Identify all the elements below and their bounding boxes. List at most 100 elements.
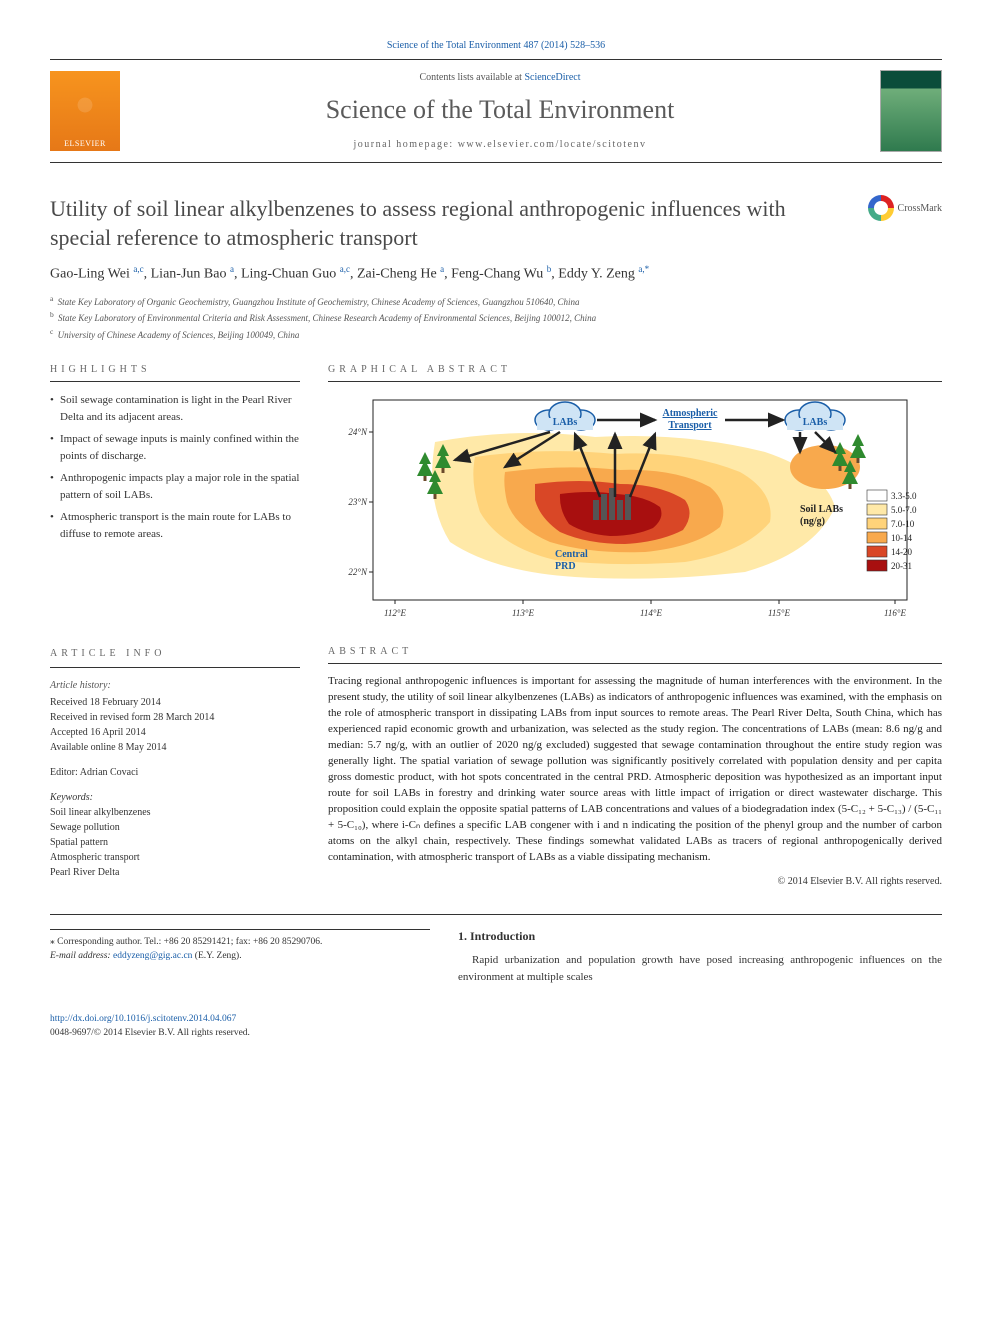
highlights-row: HIGHLIGHTS Soil sewage contamination is … [50,364,942,622]
introduction-column: 1. Introduction Rapid urbanization and p… [458,929,942,985]
crossmark-icon [868,195,894,221]
graphical-abstract-column: GRAPHICAL ABSTRACT 24°N 23°N 22°N 112°E 113°… [328,364,942,622]
svg-text:Atmospheric: Atmospheric [663,408,719,419]
highlight-item: Impact of sewage inputs is mainly confin… [50,431,300,464]
article-title: Utility of soil linear alkylbenzenes to … [50,195,868,252]
affiliations: a State Key Laboratory of Organic Geoche… [50,293,942,343]
affiliation-line: b State Key Laboratory of Environmental … [50,309,942,326]
highlight-item: Anthropogenic impacts play a major role … [50,470,300,503]
info-abstract-row: ARTICLE INFO Article history: Received 1… [50,646,942,890]
intro-text: Rapid urbanization and population growth… [458,952,942,985]
editor-name: Adrian Covaci [80,767,139,778]
svg-text:Transport: Transport [668,420,712,431]
contents-prefix: Contents lists available at [419,72,524,83]
authors-line: Gao-Ling Wei a,c, Lian-Jun Bao a, Ling-C… [50,264,942,283]
corresponding-author-block: ⁎ Corresponding author. Tel.: +86 20 852… [50,929,430,985]
homepage-prefix: journal homepage: [353,139,457,150]
history-line: Received in revised form 28 March 2014 [50,710,300,725]
keyword-line: Soil linear alkylbenzenes [50,805,300,820]
history-line: Received 18 February 2014 [50,695,300,710]
article-info-label: ARTICLE INFO [50,646,300,661]
journal-name: Science of the Total Environment [140,95,860,125]
homepage-url[interactable]: www.elsevier.com/locate/scitotenv [458,139,647,150]
svg-text:Soil LABs: Soil LABs [800,504,843,515]
keyword-line: Atmospheric transport [50,850,300,865]
title-row: Utility of soil linear alkylbenzenes to … [50,195,942,252]
elsevier-logo: ELSEVIER [50,71,120,151]
svg-text:(ng/g): (ng/g) [800,516,825,527]
svg-text:23°N: 23°N [348,497,368,507]
highlight-item: Soil sewage contamination is light in th… [50,392,300,425]
elsevier-tree-icon [65,85,105,135]
highlights-list: Soil sewage contamination is light in th… [50,392,300,542]
history-line: Available online 8 May 2014 [50,740,300,755]
abstract-copyright: © 2014 Elsevier B.V. All rights reserved… [328,876,942,887]
svg-text:116°E: 116°E [884,608,906,618]
publisher-name: ELSEVIER [64,139,106,148]
email-line: E-mail address: eddyzeng@gig.ac.cn (E.Y.… [50,950,430,963]
divider [50,381,300,382]
history-label: Article history: [50,678,300,693]
article-history: Article history: Received 18 February 20… [50,678,300,755]
intro-row: ⁎ Corresponding author. Tel.: +86 20 852… [50,929,942,985]
running-head: Science of the Total Environment 487 (20… [50,40,942,51]
contents-line: Contents lists available at ScienceDirec… [140,72,860,83]
svg-text:112°E: 112°E [384,608,406,618]
keyword-line: Sewage pollution [50,820,300,835]
svg-text:113°E: 113°E [512,608,534,618]
intro-heading: 1. Introduction [458,929,942,944]
editor-label: Editor: [50,767,80,778]
page-footer: http://dx.doi.org/10.1016/j.scitotenv.20… [50,1013,942,1040]
journal-cover-thumbnail [880,70,942,152]
email-label: E-mail address: [50,951,113,961]
divider [328,381,942,382]
abstract-text: Tracing regional anthropogenic influence… [328,674,942,865]
svg-text:10-14: 10-14 [891,533,912,543]
crossmark-label: CrossMark [898,203,942,214]
svg-text:LABs: LABs [553,417,578,428]
svg-text:Central: Central [555,549,588,560]
editor-line: Editor: Adrian Covaci [50,765,300,780]
svg-text:24°N: 24°N [348,427,368,437]
affiliation-line: a State Key Laboratory of Organic Geoche… [50,293,942,310]
keywords-label: Keywords: [50,790,300,805]
svg-text:5.0-7.0: 5.0-7.0 [891,505,917,515]
divider [50,667,300,668]
svg-text:14-20: 14-20 [891,547,912,557]
corresponding-text: Corresponding author. Tel.: +86 20 85291… [57,937,322,947]
svg-text:22°N: 22°N [348,567,368,577]
divider [50,914,942,915]
doi-link[interactable]: http://dx.doi.org/10.1016/j.scitotenv.20… [50,1014,236,1024]
svg-text:114°E: 114°E [640,608,662,618]
svg-text:LABs: LABs [803,417,828,428]
affiliation-line: c University of Chinese Academy of Scien… [50,326,942,343]
crossmark-badge[interactable]: CrossMark [868,195,942,221]
svg-text:115°E: 115°E [768,608,790,618]
homepage-line: journal homepage: www.elsevier.com/locat… [140,139,860,150]
svg-text:20-31: 20-31 [891,561,912,571]
corresponding-email-link[interactable]: eddyzeng@gig.ac.cn [113,951,192,961]
history-line: Accepted 16 April 2014 [50,725,300,740]
highlights-label: HIGHLIGHTS [50,364,300,375]
keyword-line: Pearl River Delta [50,865,300,880]
issn-line: 0048-9697/© 2014 Elsevier B.V. All right… [50,1028,250,1038]
abstract-label: ABSTRACT [328,646,942,657]
svg-text:3.3-5.0: 3.3-5.0 [891,491,917,501]
abstract-column: ABSTRACT Tracing regional anthropogenic … [328,646,942,890]
article-info-column: ARTICLE INFO Article history: Received 1… [50,646,300,890]
highlights-column: HIGHLIGHTS Soil sewage contamination is … [50,364,300,622]
corresponding-line: ⁎ Corresponding author. Tel.: +86 20 852… [50,936,430,949]
sciencedirect-link[interactable]: ScienceDirect [524,72,580,83]
email-suffix: (E.Y. Zeng). [192,951,241,961]
graphical-abstract-figure: 24°N 23°N 22°N 112°E 113°E 114°E 115°E 116°E Cen… [328,392,942,622]
svg-text:PRD: PRD [555,561,576,572]
header-center: Contents lists available at ScienceDirec… [120,72,880,150]
highlight-item: Atmospheric transport is the main route … [50,509,300,542]
star-icon: ⁎ [50,937,55,947]
keyword-line: Spatial pattern [50,835,300,850]
keywords-block: Keywords: Soil linear alkylbenzenesSewag… [50,790,300,880]
graphical-abstract-label: GRAPHICAL ABSTRACT [328,364,942,375]
journal-header: ELSEVIER Contents lists available at Sci… [50,59,942,163]
svg-text:7.0-10: 7.0-10 [891,519,915,529]
divider [328,663,942,664]
